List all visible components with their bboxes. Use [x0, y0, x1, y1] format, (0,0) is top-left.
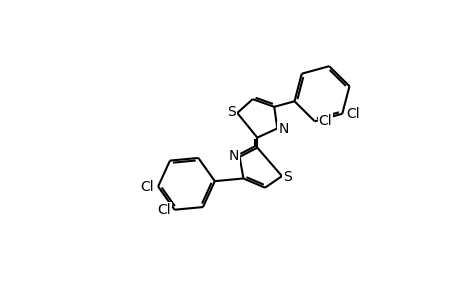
Text: N: N [228, 149, 238, 163]
Text: S: S [282, 170, 291, 184]
Text: Cl: Cl [346, 107, 359, 121]
Text: N: N [278, 122, 288, 136]
Text: Cl: Cl [157, 203, 170, 217]
Text: S: S [226, 105, 235, 119]
Text: Cl: Cl [318, 114, 332, 128]
Text: Cl: Cl [140, 179, 154, 194]
